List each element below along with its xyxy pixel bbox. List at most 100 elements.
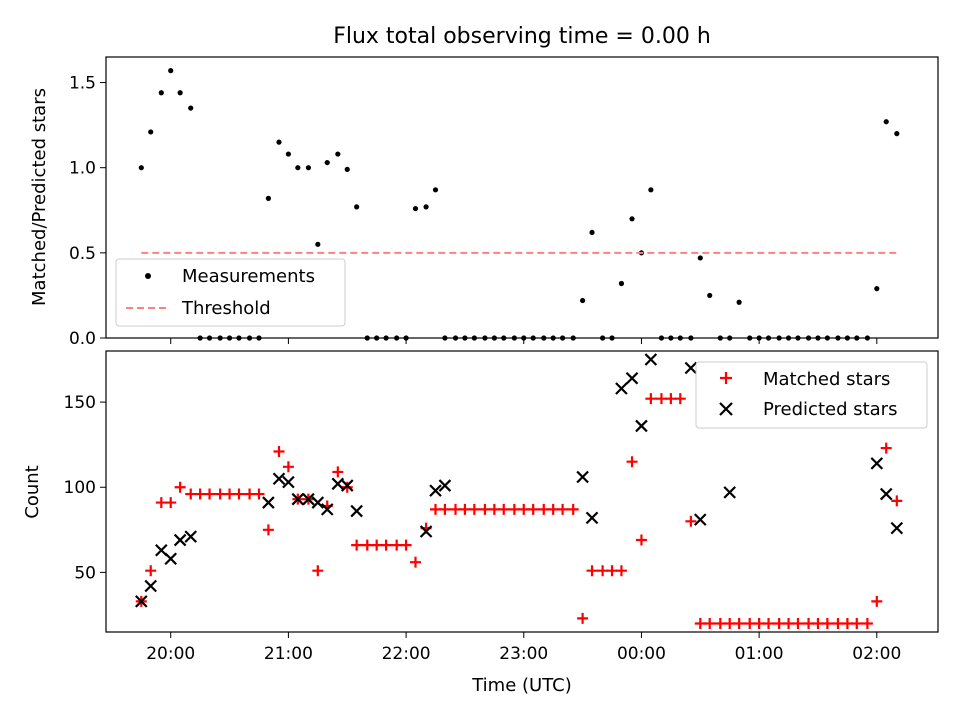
- measurements-point: [354, 204, 360, 210]
- predicted-stars-point: [429, 484, 442, 497]
- bottom-legend: Matched stars Predicted stars: [695, 361, 928, 429]
- matched-stars-point: [341, 481, 353, 493]
- matched-stars-point: [185, 488, 197, 500]
- matched-stars-point: [880, 442, 892, 454]
- matched-stars-point: [439, 503, 451, 515]
- matched-stars-point: [488, 503, 500, 515]
- predicted-stars-point: [173, 533, 187, 547]
- bottom-x-tick-label: 01:00: [735, 644, 784, 664]
- measurements-point: [148, 129, 154, 135]
- measurements-point: [177, 90, 183, 96]
- measurements-point: [265, 195, 271, 201]
- matched-stars-point: [812, 617, 824, 629]
- predicted-stars-point: [282, 475, 295, 489]
- bottom-y-tick-label: 50: [74, 563, 96, 583]
- matched-stars-point: [744, 617, 756, 629]
- matched-stars-point: [468, 503, 480, 515]
- measurements-point: [295, 165, 301, 171]
- legend-threshold-label: Threshold: [181, 298, 271, 319]
- matched-stars-point: [233, 488, 245, 500]
- top-legend-box: [115, 258, 346, 327]
- predicted-stars-point: [262, 496, 275, 509]
- measurements-point: [432, 187, 439, 193]
- matched-stars-point: [538, 503, 550, 515]
- predicted-stars-point: [635, 419, 648, 433]
- predicted-stars-point: [585, 511, 599, 525]
- predicted-stars-point: [144, 579, 157, 593]
- matched-stars-point: [145, 565, 157, 577]
- matched-stars-point: [851, 617, 863, 629]
- legend-predicted-stars-label: Predicted stars: [763, 399, 897, 420]
- predicted-stars-point: [320, 503, 334, 516]
- measurements-point: [335, 151, 341, 157]
- measurements-point: [874, 286, 880, 292]
- matched-stars-point: [891, 495, 903, 507]
- measurements-point: [736, 299, 742, 305]
- bottom-x-tick-label: 02:00: [852, 644, 901, 664]
- matched-stars-point: [871, 595, 883, 607]
- matched-stars-point: [165, 497, 177, 509]
- measurements-point: [188, 105, 194, 111]
- top-y-tick-label: 1.0: [69, 159, 96, 179]
- bottom-x-tick-label: 22:00: [382, 644, 431, 664]
- matched-stars-point: [262, 524, 274, 536]
- predicted-stars-point: [890, 521, 904, 535]
- predicted-stars-point: [164, 552, 178, 566]
- matched-stars-point: [312, 565, 324, 577]
- matched-stars-point: [861, 617, 873, 629]
- predicted-stars-point: [684, 361, 698, 375]
- bottom-axes-frame: [105, 350, 939, 633]
- predicted-stars-point: [625, 371, 639, 385]
- matched-stars-point: [224, 488, 236, 500]
- matched-stars-point: [704, 617, 716, 629]
- predicted-stars-point: [340, 479, 354, 492]
- matched-stars-point: [841, 617, 853, 629]
- predicted-stars-point: [331, 477, 345, 491]
- matched-stars-point: [332, 466, 344, 478]
- matched-stars-point: [391, 539, 403, 551]
- measurements-point: [315, 241, 321, 247]
- matched-stars-point: [282, 461, 294, 473]
- predicted-stars-point: [135, 595, 148, 608]
- matched-stars-point: [665, 393, 677, 405]
- matched-stars-point: [615, 565, 627, 577]
- predicted-stars-point: [723, 486, 736, 499]
- measurements-point: [285, 151, 292, 157]
- matched-stars-point: [821, 617, 833, 629]
- matched-stars-point: [508, 503, 520, 515]
- matched-stars-point: [597, 565, 609, 577]
- bottom-plot-area: [135, 353, 904, 629]
- matched-stars-point: [380, 539, 392, 551]
- legend-measurements-label: Measurements: [182, 266, 315, 287]
- matched-stars-point: [674, 393, 686, 405]
- matched-stars-point: [792, 617, 804, 629]
- matched-stars-point: [753, 617, 765, 629]
- predicted-stars-point: [311, 496, 325, 509]
- matched-stars-point: [606, 565, 618, 577]
- matched-stars-point: [803, 617, 815, 629]
- matched-stars-point: [204, 488, 216, 500]
- bottom-legend-box: [695, 361, 928, 429]
- measurements-point: [305, 165, 312, 171]
- matched-stars-point: [626, 456, 638, 468]
- matched-stars-point: [459, 503, 471, 515]
- legend-measurements-marker: [145, 273, 151, 279]
- matched-stars-point: [498, 503, 510, 515]
- top-axes: 0.0 0.5 1.0 1.5 Matched/Predicted stars Mea…: [29, 56, 939, 349]
- predicted-stars-point: [350, 504, 363, 518]
- matched-stars-point: [635, 534, 647, 546]
- measurements-point: [412, 205, 419, 212]
- top-plot-area: [138, 68, 900, 341]
- bottom-x-tick-label: 20:00: [146, 644, 195, 664]
- legend-predicted-stars-marker: [719, 402, 733, 416]
- top-y-tick-label: 1.5: [69, 74, 96, 94]
- matched-stars-point: [527, 503, 539, 515]
- chart-title: Flux total observing time = 0.00 h: [333, 24, 711, 49]
- measurements-point: [648, 187, 654, 193]
- measurements-point: [883, 119, 889, 125]
- bottom-x-axis-label: Time (UTC): [471, 675, 572, 696]
- measurements-point: [629, 216, 635, 222]
- bottom-y-tick-label: 100: [64, 478, 96, 498]
- bottom-y-tick-label: 150: [64, 393, 96, 413]
